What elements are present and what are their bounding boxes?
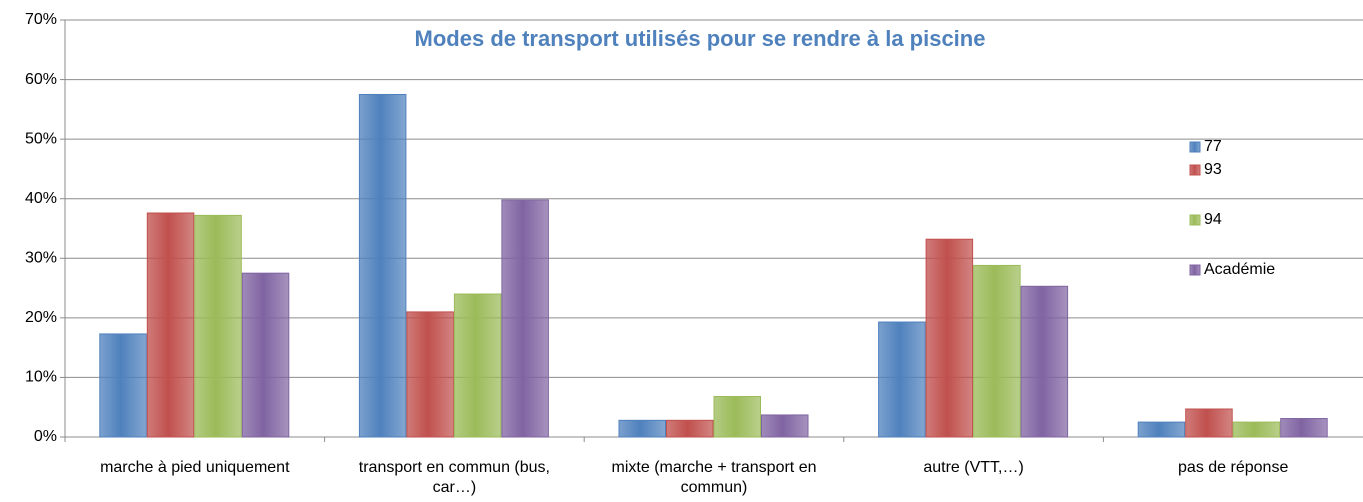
bar — [618, 419, 666, 438]
bar — [878, 321, 926, 438]
bar — [666, 419, 714, 438]
chart-title: Modes de transport utilisés pour se rend… — [415, 26, 986, 51]
bar — [973, 264, 1021, 438]
legend-swatch — [1189, 264, 1201, 276]
x-tick-label: autre (VTT,…) — [923, 459, 1024, 476]
y-tick-label: 40% — [25, 190, 57, 207]
y-tick-label: 20% — [25, 309, 57, 326]
bar — [501, 199, 549, 438]
legend-label: 77 — [1204, 138, 1222, 155]
x-tick-label: transport en commun (bus, car…) — [358, 459, 550, 496]
bar — [358, 93, 407, 438]
y-tick-label: 30% — [25, 250, 57, 267]
x-tick-label: mixte (marche + transport en commun) — [611, 459, 817, 496]
y-tick-label: 10% — [25, 369, 57, 386]
legend-swatch — [1189, 214, 1201, 226]
bar — [194, 214, 242, 438]
bar — [99, 333, 147, 438]
bar — [453, 293, 502, 438]
y-tick-label: 50% — [25, 130, 57, 147]
bar — [925, 238, 974, 438]
bar — [406, 311, 454, 438]
legend-swatch — [1189, 141, 1201, 153]
legend-label: Académie — [1204, 261, 1275, 278]
bar — [1232, 421, 1281, 438]
x-tick-label: marche à pied uniquement — [100, 459, 290, 476]
bar — [761, 414, 809, 438]
bar — [1280, 418, 1328, 438]
legend-swatch — [1189, 164, 1201, 176]
bar — [713, 395, 761, 438]
bar — [1020, 285, 1069, 438]
bar — [1137, 421, 1186, 438]
bar — [241, 272, 290, 438]
y-tick-label: 70% — [25, 11, 57, 28]
bar — [146, 212, 195, 438]
y-tick-label: 0% — [34, 428, 57, 445]
legend-label: 94 — [1204, 211, 1222, 228]
y-tick-label: 60% — [25, 71, 57, 88]
x-tick-label: pas de réponse — [1178, 459, 1289, 476]
bar — [1185, 408, 1233, 438]
legend-label: 93 — [1204, 161, 1222, 178]
